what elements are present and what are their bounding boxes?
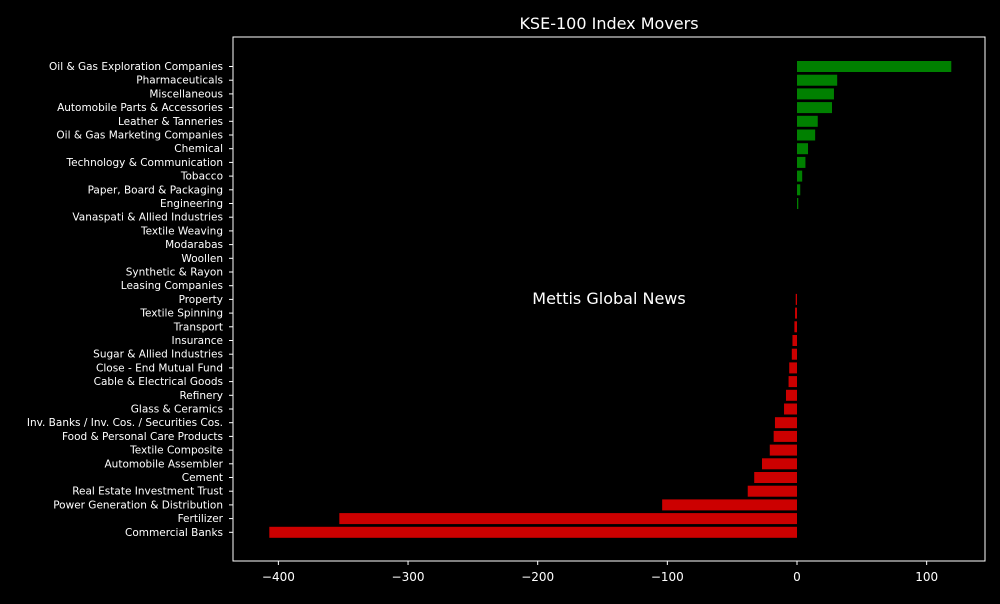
bars-group [269, 61, 952, 538]
y-tick-label: Close - End Mutual Fund [96, 362, 223, 374]
x-tick-label: −400 [262, 570, 295, 584]
bar-glass-ceramics [784, 403, 797, 415]
y-tick-label: Commercial Banks [125, 527, 223, 539]
y-tick-label: Fertilizer [178, 513, 224, 525]
x-tick-label: −200 [521, 570, 554, 584]
bar-fertilizer [339, 513, 797, 525]
bar-real-estate-investment-trust [747, 485, 797, 497]
bar-automobile-parts-accessories [797, 102, 833, 114]
bar-oil-gas-marketing-companies [797, 129, 816, 141]
chart-title: KSE-100 Index Movers [519, 14, 698, 33]
y-tick-label: Leather & Tanneries [118, 116, 223, 128]
y-tick-label: Leasing Companies [121, 280, 223, 292]
bar-power-generation-distribution [662, 499, 797, 511]
bar-chemical [797, 143, 809, 155]
y-tick-label: Insurance [171, 335, 223, 347]
bar-textile-composite [769, 444, 797, 456]
y-axis: Oil & Gas Exploration Companies Pharmaceu… [27, 61, 233, 539]
y-tick-label: Technology & Communication [66, 157, 223, 169]
bar-miscellaneous [797, 88, 834, 100]
y-tick-label: Real Estate Investment Trust [72, 486, 223, 498]
y-tick-label: Textile Weaving [140, 225, 223, 237]
bar-oil-gas-exploration-companies [797, 61, 952, 72]
bar-food-personal-care-products [773, 430, 797, 442]
bar-inv-banks-inv-cos-securities-cos [774, 417, 797, 429]
y-tick-label: Cement [182, 472, 223, 484]
y-tick-label: Chemical [174, 143, 223, 155]
y-tick-label: Cable & Electrical Goods [94, 376, 223, 388]
y-tick-label: Transport [173, 321, 223, 333]
y-tick-label: Refinery [179, 390, 223, 402]
bar-cement [754, 472, 797, 483]
y-tick-label: Textile Composite [129, 445, 223, 457]
bar-transport [794, 321, 797, 333]
y-tick-label: Modarabas [165, 239, 223, 251]
bar-pharmaceuticals [797, 74, 838, 86]
bar-automobile-assembler [761, 458, 797, 470]
x-tick-label: −300 [392, 570, 425, 584]
bar-tobacco [797, 170, 803, 182]
y-tick-label: Paper, Board & Packaging [88, 184, 223, 196]
watermark-text: Mettis Global News [532, 289, 685, 308]
bar-leather-tanneries [797, 115, 818, 127]
x-tick-label: 0 [793, 570, 801, 584]
y-tick-label: Miscellaneous [149, 88, 223, 100]
y-tick-label: Vanaspati & Allied Industries [72, 212, 223, 224]
y-tick-label: Power Generation & Distribution [53, 499, 223, 511]
bar-refinery [785, 389, 797, 401]
x-tick-label: 100 [915, 570, 938, 584]
y-tick-label: Automobile Assembler [105, 458, 224, 470]
bar-close-end-mutual-fund [789, 362, 797, 374]
bar-property [795, 293, 797, 305]
y-tick-label: Sugar & Allied Industries [93, 349, 223, 361]
bar-cable-electrical-goods [788, 376, 797, 388]
bar-engineering [797, 198, 799, 209]
y-tick-label: Food & Personal Care Products [62, 431, 223, 443]
x-axis: −400 −300 −200 −100 0 100 [262, 561, 938, 584]
bar-paper-board-packaging [797, 184, 801, 196]
y-tick-label: Textile Spinning [139, 308, 223, 320]
y-tick-label: Woollen [181, 253, 223, 265]
y-tick-label: Inv. Banks / Inv. Cos. / Securities Cos. [27, 417, 223, 429]
y-tick-label: Tobacco [180, 171, 223, 183]
y-tick-label: Synthetic & Rayon [126, 267, 223, 279]
y-tick-label: Automobile Parts & Accessories [57, 102, 223, 114]
bar-technology-communication [797, 156, 806, 168]
y-tick-label: Engineering [160, 198, 223, 210]
y-tick-label: Glass & Ceramics [131, 404, 223, 416]
x-tick-label: −100 [651, 570, 684, 584]
y-tick-label: Pharmaceuticals [136, 75, 223, 87]
y-tick-label: Property [179, 294, 223, 306]
bar-insurance [792, 335, 797, 346]
bar-sugar-allied-industries [791, 348, 797, 360]
y-tick-label: Oil & Gas Marketing Companies [56, 130, 223, 142]
y-tick-label: Oil & Gas Exploration Companies [49, 61, 223, 73]
bar-commercial-banks [269, 526, 797, 538]
bar-textile-spinning [795, 307, 797, 319]
